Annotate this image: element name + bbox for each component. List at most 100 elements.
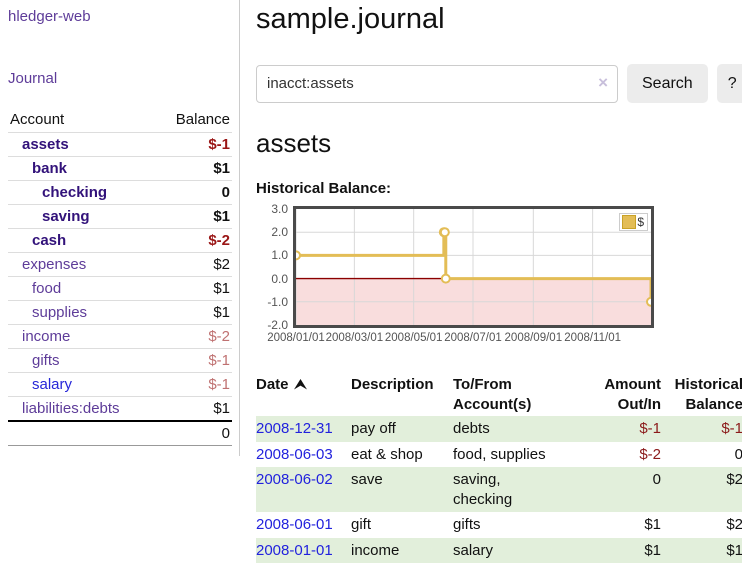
account-link[interactable]: income <box>22 328 71 345</box>
account-link[interactable]: gifts <box>32 352 60 369</box>
transaction-amount: $-2 <box>639 445 661 463</box>
header-date[interactable]: Date <box>256 373 351 416</box>
accounts-header-balance: Balance <box>175 111 230 128</box>
account-balance: $1 <box>155 396 232 421</box>
transaction-row: 2008-06-01 gift gifts $1 $2 <box>256 512 742 538</box>
y-axis-tick-label: 0.0 <box>271 271 288 286</box>
account-balance: $1 <box>155 156 232 181</box>
app-brand-link[interactable]: hledger-web <box>8 8 91 25</box>
transactions-table: Date Description To/From Account(s) Amou… <box>256 373 742 563</box>
y-axis-tick-label: 1.0 <box>271 248 288 263</box>
transaction-description: eat & shop <box>351 445 423 463</box>
transaction-balance: $1 <box>726 541 742 559</box>
header-accounts: To/From Account(s) <box>453 376 532 413</box>
transaction-accounts: salary <box>453 541 494 559</box>
x-axis-tick-label: 2008/05/01 <box>384 332 443 344</box>
account-balance: $2 <box>155 252 232 277</box>
transaction-row: 2008-12-31 pay off debts $-1 $-1 <box>256 416 742 442</box>
account-link[interactable]: assets <box>22 136 69 153</box>
accounts-header-account: Account <box>10 111 65 128</box>
account-row: income $-2 <box>8 324 232 349</box>
account-balance: $-2 <box>155 228 232 253</box>
account-link[interactable]: cash <box>32 232 67 249</box>
transaction-description: gift <box>351 516 372 533</box>
search-form: × Search ? <box>256 64 742 103</box>
header-description: Description <box>351 376 434 393</box>
account-link[interactable]: food <box>32 280 62 297</box>
account-link[interactable]: liabilities:debts <box>22 400 120 417</box>
transaction-date-link[interactable]: 2008-01-01 <box>256 541 333 559</box>
account-row: salary $-1 <box>8 372 232 397</box>
header-amount: Amount Out/In <box>604 376 661 413</box>
chart-plot-area: $ <box>291 206 656 328</box>
chart-canvas <box>291 209 656 325</box>
account-balance: $-1 <box>155 132 232 157</box>
transaction-balance: $-1 <box>721 420 742 437</box>
chart-legend: $ <box>619 213 648 231</box>
transaction-description: pay off <box>351 420 396 437</box>
transaction-row: 2008-06-03 eat & shop food, supplies $-2 0 <box>256 442 742 468</box>
transaction-accounts: saving, checking <box>453 471 513 508</box>
account-row: expenses $2 <box>8 252 232 277</box>
search-button[interactable]: Search <box>627 64 708 103</box>
account-row: gifts $-1 <box>8 348 232 373</box>
search-input-wrapper: × <box>256 64 618 103</box>
transaction-date-link[interactable]: 2008-06-01 <box>256 516 333 533</box>
account-balance: 0 <box>155 180 232 205</box>
transaction-balance: $2 <box>726 471 742 488</box>
account-row: checking 0 <box>8 180 232 205</box>
transaction-amount: 0 <box>652 471 661 488</box>
account-row: saving $1 <box>8 204 232 229</box>
account-link[interactable]: expenses <box>22 256 87 273</box>
transaction-description: income <box>351 541 400 559</box>
accounts-total-spacer <box>8 420 156 446</box>
historical-balance-chart: $ 3.0 2.0 1.0 0.0 -1.0 -2.0 2008/01/01 2008/03/… <box>256 202 676 356</box>
clear-search-icon[interactable]: × <box>598 72 608 92</box>
account-link[interactable]: saving <box>42 208 90 225</box>
transaction-date-link[interactable]: 2008-06-03 <box>256 445 333 463</box>
legend-swatch-icon <box>622 215 637 229</box>
account-heading: assets <box>256 128 332 158</box>
x-axis-tick-label: 2008/09/01 <box>504 332 563 344</box>
account-link[interactable]: checking <box>42 184 108 201</box>
y-axis-tick-label: -2.0 <box>267 318 288 332</box>
accounts-tbody: assets $-1 bank $1 checking 0 saving $1 cash $-2 e… <box>8 132 232 421</box>
legend-label: $ <box>637 215 644 229</box>
transaction-accounts: food, supplies <box>453 445 546 463</box>
account-balance: $-2 <box>155 324 232 349</box>
x-axis-tick-label: 2008/01/01 <box>267 332 325 344</box>
transaction-balance: 0 <box>734 445 742 463</box>
x-axis-tick-label: 2008/03/01 <box>325 332 384 344</box>
transaction-balance: $2 <box>726 516 742 533</box>
account-row: assets $-1 <box>8 132 232 157</box>
help-button[interactable]: ? <box>716 64 742 103</box>
account-balance: $-1 <box>155 348 232 373</box>
accounts-header-row: Account Balance <box>8 108 232 133</box>
transaction-amount: $-1 <box>639 420 661 437</box>
transactions-header-row: Date Description To/From Account(s) Amou… <box>256 373 742 416</box>
sidebar: hledger-web Journal Account Balance asse… <box>0 0 240 456</box>
transaction-amount: $1 <box>644 541 661 559</box>
page-title: sample.journal <box>256 3 445 35</box>
sidebar-item-journal[interactable]: Journal <box>8 70 58 87</box>
search-input[interactable] <box>256 64 618 103</box>
account-row: food $1 <box>8 276 232 301</box>
chart-title: Historical Balance: <box>256 180 392 197</box>
x-axis-tick-label: 2008/11/01 <box>564 332 621 344</box>
main-content: sample.journal × Search ? assets Histori… <box>240 0 742 563</box>
account-link[interactable]: supplies <box>32 304 88 321</box>
sort-ascending-icon <box>293 379 307 390</box>
account-row: liabilities:debts $1 <box>8 396 232 421</box>
header-balance: Historical Balance <box>674 376 742 413</box>
transaction-date-link[interactable]: 2008-12-31 <box>256 420 333 437</box>
x-axis-tick-label: 2008/07/01 <box>444 332 502 344</box>
account-balance: $1 <box>155 204 232 229</box>
y-axis-tick-label: 2.0 <box>271 225 288 240</box>
transactions-tbody: 2008-12-31 pay off debts $-1 $-1 2008-06-03 ea… <box>256 416 742 563</box>
transaction-date-link[interactable]: 2008-06-02 <box>256 471 333 488</box>
account-link[interactable]: salary <box>32 376 73 393</box>
account-link[interactable]: bank <box>32 160 68 177</box>
transaction-amount: $1 <box>644 516 661 533</box>
account-balance: $1 <box>155 276 232 301</box>
y-axis-tick-label: 3.0 <box>271 202 288 216</box>
